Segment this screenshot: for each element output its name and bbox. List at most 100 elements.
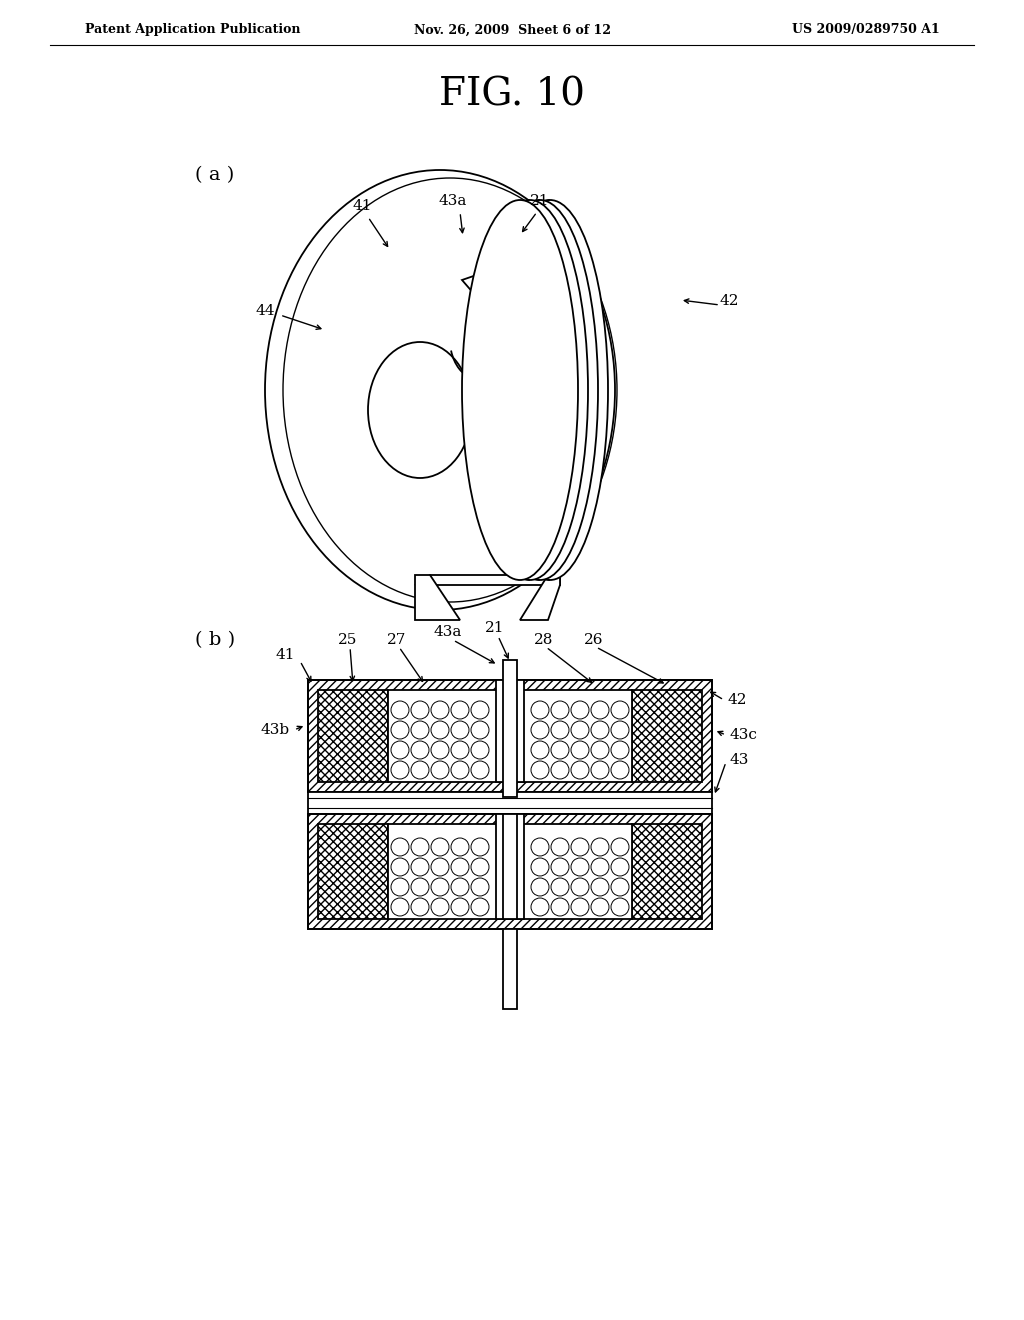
Circle shape [471, 762, 489, 779]
Circle shape [611, 721, 629, 739]
Circle shape [551, 858, 569, 876]
Circle shape [591, 878, 609, 896]
Text: Nov. 26, 2009  Sheet 6 of 12: Nov. 26, 2009 Sheet 6 of 12 [414, 24, 610, 37]
Circle shape [571, 898, 589, 916]
Text: 43c: 43c [730, 729, 758, 742]
Circle shape [431, 701, 449, 719]
Circle shape [411, 741, 429, 759]
Circle shape [551, 762, 569, 779]
Circle shape [571, 701, 589, 719]
Text: 43a: 43a [439, 194, 467, 209]
Circle shape [551, 721, 569, 739]
Circle shape [531, 721, 549, 739]
Bar [318, 690, 388, 781]
Circle shape [451, 878, 469, 896]
Circle shape [591, 898, 609, 916]
Circle shape [591, 721, 609, 739]
Text: 25: 25 [338, 634, 357, 647]
Circle shape [551, 878, 569, 896]
Circle shape [431, 721, 449, 739]
Circle shape [451, 898, 469, 916]
Bar [318, 824, 388, 919]
Text: 43: 43 [730, 752, 750, 767]
Circle shape [411, 878, 429, 896]
Circle shape [431, 838, 449, 855]
Text: 21: 21 [485, 620, 505, 635]
Circle shape [591, 838, 609, 855]
Ellipse shape [492, 201, 608, 579]
Bar [388, 690, 632, 781]
Circle shape [471, 878, 489, 896]
Circle shape [551, 898, 569, 916]
Circle shape [551, 838, 569, 855]
Circle shape [551, 701, 569, 719]
Circle shape [431, 858, 449, 876]
Circle shape [571, 838, 589, 855]
Circle shape [611, 878, 629, 896]
Circle shape [531, 701, 549, 719]
Circle shape [451, 838, 469, 855]
Ellipse shape [482, 201, 598, 579]
Text: 41: 41 [352, 199, 372, 213]
Circle shape [471, 721, 489, 739]
Text: 27: 27 [387, 634, 407, 647]
Circle shape [611, 741, 629, 759]
Polygon shape [415, 576, 460, 620]
Circle shape [611, 898, 629, 916]
Circle shape [611, 838, 629, 855]
Circle shape [451, 762, 469, 779]
Text: 28: 28 [535, 634, 554, 647]
Ellipse shape [472, 201, 588, 579]
Text: 42: 42 [728, 693, 748, 708]
Circle shape [391, 838, 409, 855]
Circle shape [531, 858, 549, 876]
Circle shape [571, 878, 589, 896]
Circle shape [531, 762, 549, 779]
Circle shape [591, 701, 609, 719]
Circle shape [591, 858, 609, 876]
Circle shape [391, 878, 409, 896]
Circle shape [571, 762, 589, 779]
Circle shape [591, 762, 609, 779]
Circle shape [531, 878, 549, 896]
Text: 41: 41 [275, 648, 295, 663]
Circle shape [451, 721, 469, 739]
Circle shape [431, 898, 449, 916]
Bar [632, 690, 702, 781]
Polygon shape [475, 275, 535, 405]
Circle shape [451, 741, 469, 759]
Text: US 2009/0289750 A1: US 2009/0289750 A1 [793, 24, 940, 37]
Circle shape [591, 741, 609, 759]
Bar [308, 792, 712, 814]
Polygon shape [462, 260, 535, 294]
Circle shape [531, 898, 549, 916]
Text: ( b ): ( b ) [195, 631, 236, 649]
Circle shape [451, 701, 469, 719]
Circle shape [611, 701, 629, 719]
Bar [308, 680, 712, 792]
Polygon shape [415, 576, 560, 585]
Circle shape [551, 741, 569, 759]
Circle shape [611, 858, 629, 876]
Circle shape [431, 878, 449, 896]
Circle shape [451, 858, 469, 876]
Bar [632, 824, 702, 919]
Circle shape [411, 838, 429, 855]
Bar [503, 929, 517, 1008]
Circle shape [571, 858, 589, 876]
Text: FIG. 10: FIG. 10 [439, 77, 585, 114]
Circle shape [531, 838, 549, 855]
Circle shape [391, 721, 409, 739]
Text: 42: 42 [720, 294, 739, 308]
Circle shape [471, 838, 489, 855]
Circle shape [471, 701, 489, 719]
Circle shape [571, 741, 589, 759]
Text: 43a: 43a [434, 624, 462, 639]
Text: 26: 26 [585, 634, 604, 647]
Circle shape [411, 762, 429, 779]
Polygon shape [520, 576, 560, 620]
Circle shape [611, 762, 629, 779]
Circle shape [411, 701, 429, 719]
Circle shape [391, 762, 409, 779]
Circle shape [571, 721, 589, 739]
